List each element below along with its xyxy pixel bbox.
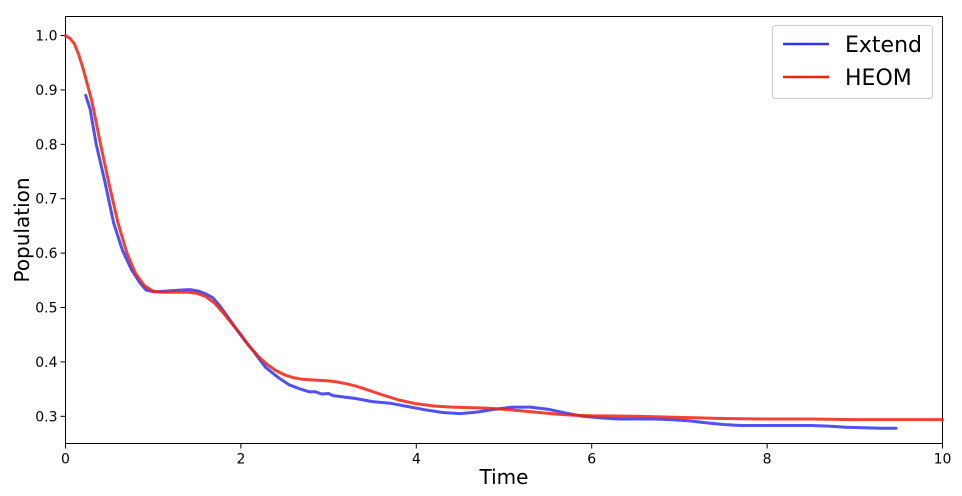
y-tick-label: 0.9 [35,83,57,99]
legend-label-extend: Extend [845,33,922,58]
y-tick-label: 0.4 [35,355,57,371]
y-axis-label: Population [10,177,34,282]
x-tick-label: 10 [934,452,952,468]
x-axis: 0 2 4 6 8 10 [61,443,952,468]
series-line-extend [84,93,898,430]
legend: Extend HEOM [772,25,933,99]
y-tick-label: 1.0 [35,29,57,45]
x-axis-label: Time [479,465,529,489]
y-tick-label: 0.7 [35,192,57,208]
legend-label-heom: HEOM [845,66,912,91]
x-tick-label: 4 [412,452,421,468]
y-tick-label: 0.5 [35,301,57,317]
x-tick-label: 8 [763,452,772,468]
x-tick-label: 2 [236,452,245,468]
series-layer [64,34,944,430]
y-tick-label: 0.3 [35,409,57,425]
x-tick-label: 6 [587,452,596,468]
y-axis: 0.3 0.4 0.5 0.6 0.7 0.8 0.9 1.0 [35,29,66,425]
y-tick-label: 0.6 [35,246,57,262]
series-line-heom [64,34,944,422]
plot-frame [65,16,943,444]
x-tick-label: 0 [61,452,70,468]
y-tick-label: 0.8 [35,137,57,153]
